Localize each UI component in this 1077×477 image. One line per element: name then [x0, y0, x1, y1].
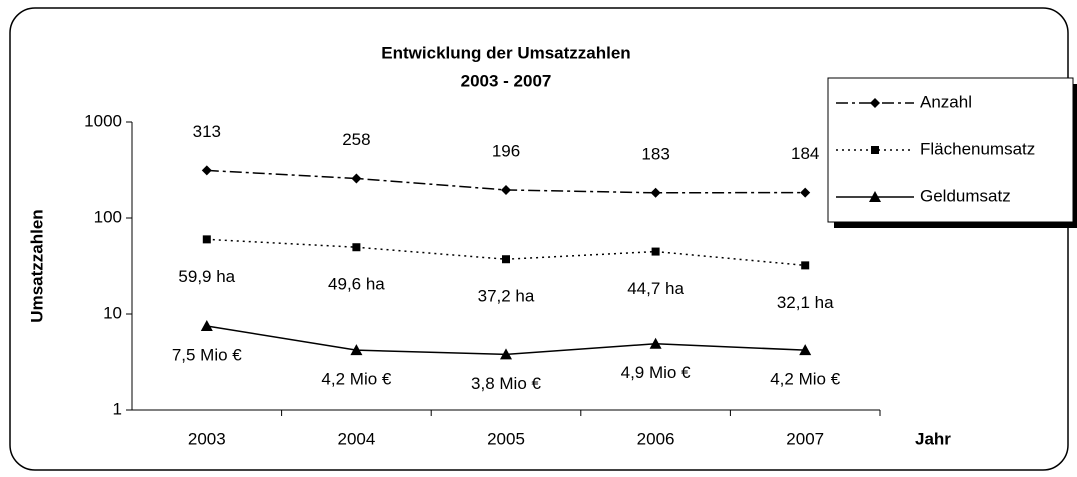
- chart-title: Entwicklung der Umsatzzahlen: [381, 43, 630, 62]
- legend-label: Flächenumsatz: [920, 139, 1035, 158]
- marker: [500, 348, 512, 360]
- data-label: 49,6 ha: [328, 275, 385, 294]
- y-tick-label: 1000: [84, 111, 122, 130]
- data-label: 32,1 ha: [777, 293, 834, 312]
- data-label: 313: [193, 122, 221, 141]
- series-line: [206, 238, 806, 267]
- legend: [827, 77, 1074, 223]
- marker: [351, 173, 362, 184]
- chart-subtitle: 2003 - 2007: [461, 71, 552, 90]
- marker: [871, 146, 879, 154]
- legend-label: Anzahl: [920, 92, 972, 111]
- marker: [649, 337, 662, 349]
- x-tick-label: 2006: [637, 429, 675, 448]
- data-label: 196: [492, 141, 520, 160]
- marker: [200, 319, 213, 331]
- marker: [869, 191, 881, 202]
- marker: [651, 247, 660, 256]
- marker: [352, 243, 361, 252]
- legend-label: Geldumsatz: [920, 186, 1011, 205]
- data-label: 37,2 ha: [478, 287, 535, 306]
- data-label: 3,8 Mio €: [471, 374, 541, 393]
- marker: [201, 165, 212, 176]
- marker: [502, 255, 510, 264]
- data-label: 4,2 Mio €: [770, 370, 840, 389]
- data-label: 7,5 Mio €: [172, 345, 242, 364]
- y-axis-label: Umsatzzahlen: [27, 209, 46, 322]
- data-label: 258: [342, 130, 370, 149]
- marker: [650, 187, 661, 198]
- marker: [801, 261, 810, 270]
- marker: [350, 344, 363, 356]
- y-tick-label: 1: [113, 399, 122, 418]
- data-label: 184: [791, 144, 819, 163]
- marker: [501, 184, 511, 195]
- data-label: 183: [641, 144, 669, 163]
- y-tick-label: 100: [94, 207, 122, 226]
- x-tick-label: 2007: [786, 429, 824, 448]
- marker: [870, 98, 880, 108]
- marker: [202, 235, 211, 244]
- data-label: 59,9 ha: [178, 267, 235, 286]
- x-axis-label: Jahr: [915, 429, 951, 448]
- x-tick-label: 2004: [337, 429, 375, 448]
- data-label: 4,2 Mio €: [321, 370, 391, 389]
- data-label: 44,7 ha: [627, 279, 684, 298]
- x-tick-label: 2003: [188, 429, 226, 448]
- marker: [800, 187, 811, 198]
- marker: [799, 344, 812, 356]
- data-label: 4,9 Mio €: [621, 363, 691, 382]
- y-tick-label: 10: [103, 303, 122, 322]
- x-tick-label: 2005: [487, 429, 525, 448]
